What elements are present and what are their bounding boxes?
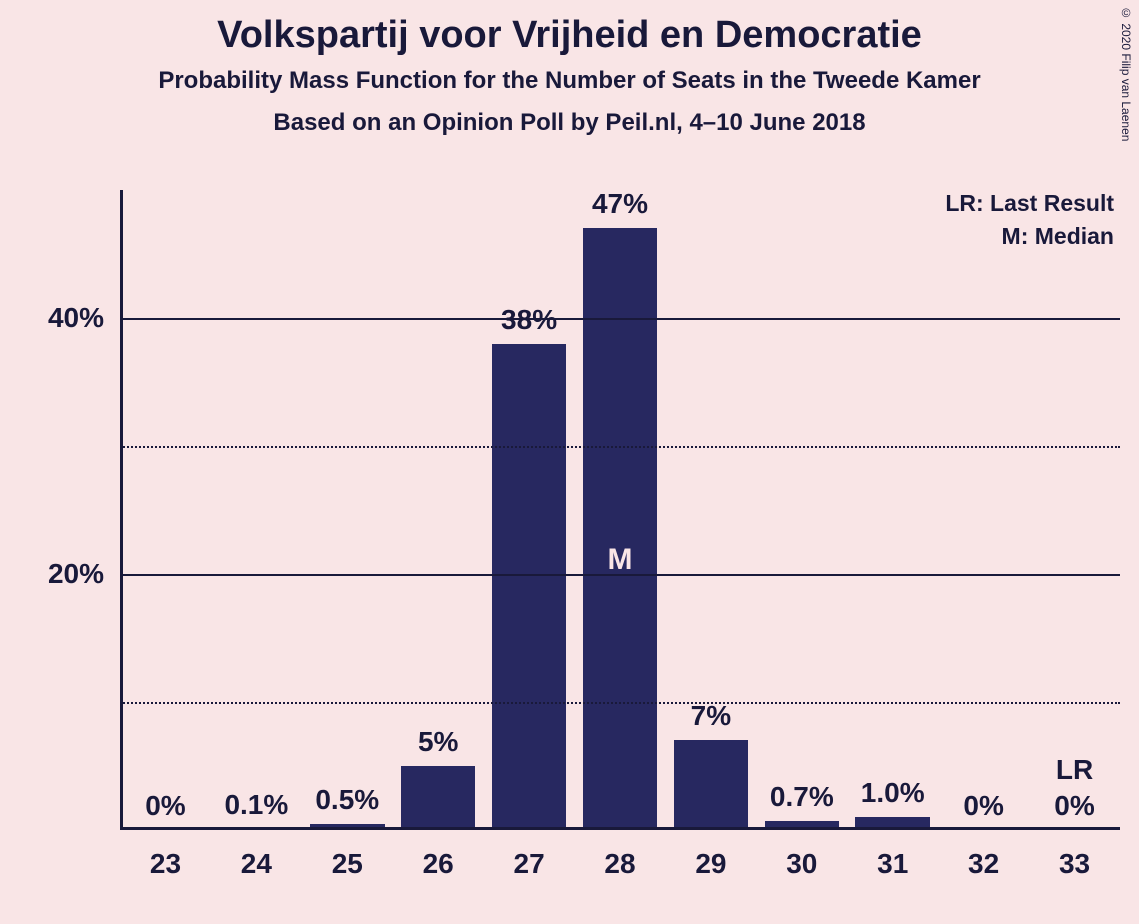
bar-value-label: 0%: [963, 790, 1003, 822]
bar-value-label: 0.5%: [315, 784, 379, 816]
bar-value-label: 0%: [1054, 790, 1094, 822]
bar-value-label: 47%: [592, 188, 648, 220]
xtick-label: 23: [150, 830, 181, 880]
xtick-label: 26: [423, 830, 454, 880]
bar-value-label: 0.7%: [770, 781, 834, 813]
ytick-label: 20%: [48, 558, 120, 590]
xtick-label: 27: [514, 830, 545, 880]
xtick-label: 30: [786, 830, 817, 880]
xtick-label: 31: [877, 830, 908, 880]
xtick-label: 25: [332, 830, 363, 880]
bar-slot: 47%M28: [575, 190, 666, 830]
chart-root: © 2020 Filip van Laenen Volkspartij voor…: [0, 0, 1139, 924]
bar-slot: 5%26: [393, 190, 484, 830]
title-main: Volkspartij voor Vrijheid en Democratie: [0, 14, 1139, 57]
bar-value-label: 5%: [418, 726, 458, 758]
bar-value-label: 0%: [145, 790, 185, 822]
grid-minor: [120, 702, 1120, 704]
xtick-label: 33: [1059, 830, 1090, 880]
plot-area: LR: Last Result M: Median 0%230.1%240.5%…: [120, 190, 1120, 830]
bar-lr-label: LR: [1056, 754, 1093, 786]
bars-container: 0%230.1%240.5%255%2638%2747%M287%290.7%3…: [120, 190, 1120, 830]
bar: [492, 344, 567, 830]
title-sub1: Probability Mass Function for the Number…: [0, 67, 1139, 95]
bar-slot: 1.0%31: [847, 190, 938, 830]
bar-value-label: 1.0%: [861, 777, 925, 809]
bar-slot: 0%32: [938, 190, 1029, 830]
bar-slot: 0.1%24: [211, 190, 302, 830]
bar: [674, 740, 749, 830]
x-axis-line: [120, 827, 1120, 830]
grid-major: [120, 574, 1120, 576]
bar-slot: 0%23: [120, 190, 211, 830]
bar-slot: 38%27: [484, 190, 575, 830]
xtick-label: 29: [695, 830, 726, 880]
bar-median-label: M: [607, 543, 632, 577]
bar-value-label: 7%: [691, 700, 731, 732]
bar-slot: LR0%33: [1029, 190, 1120, 830]
grid-major: [120, 318, 1120, 320]
bar-slot: 7%29: [665, 190, 756, 830]
y-axis-line: [120, 190, 123, 830]
bar-slot: 0.7%30: [756, 190, 847, 830]
bar: [401, 766, 476, 830]
titles-block: Volkspartij voor Vrijheid en Democratie …: [0, 14, 1139, 137]
xtick-label: 24: [241, 830, 272, 880]
grid-minor: [120, 446, 1120, 448]
title-sub2: Based on an Opinion Poll by Peil.nl, 4–1…: [0, 109, 1139, 137]
xtick-label: 28: [604, 830, 635, 880]
ytick-label: 40%: [48, 302, 120, 334]
xtick-label: 32: [968, 830, 999, 880]
bar-value-label: 0.1%: [224, 789, 288, 821]
bar-slot: 0.5%25: [302, 190, 393, 830]
